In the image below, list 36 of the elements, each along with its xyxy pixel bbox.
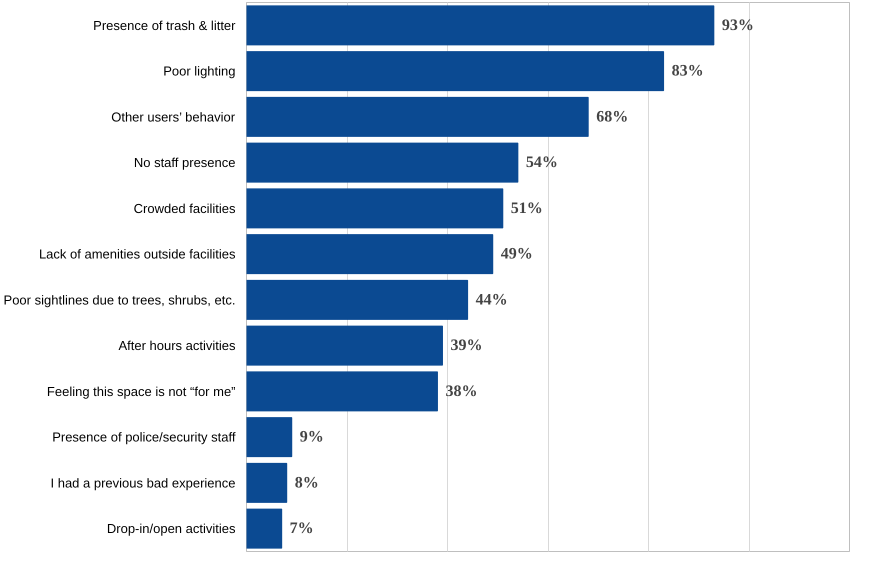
y-tick-label: Lack of amenities outside facilities	[38, 246, 236, 262]
y-tick-label: Poor sightlines due to trees, shrubs, etc.	[4, 292, 236, 308]
bar	[246, 51, 664, 92]
data-label: 83%	[672, 62, 704, 80]
bar	[246, 462, 288, 503]
bar	[246, 234, 494, 274]
y-tick-label: Drop-in/open activities	[106, 521, 236, 536]
data-label: 68%	[596, 108, 628, 126]
y-tick-label: Presence of trash & litter	[93, 18, 236, 33]
y-tick-label: No staff presence	[134, 155, 236, 170]
bar	[246, 417, 292, 458]
data-label: 49%	[500, 246, 533, 263]
data-label: 7%	[290, 520, 314, 538]
y-tick-label: Crowded facilities	[134, 200, 236, 216]
y-tick-label: Poor lighting	[163, 64, 236, 79]
y-tick-label: Presence of police/security staff	[52, 430, 236, 445]
y-tick-label: I had a previous bad experience	[50, 475, 236, 490]
bar	[246, 96, 589, 137]
data-label: 39%	[450, 337, 482, 354]
y-tick-label: After hours activities	[118, 338, 236, 354]
bar	[246, 508, 282, 549]
data-label: 54%	[526, 154, 558, 172]
data-label: 9%	[300, 428, 324, 446]
bar	[246, 371, 438, 412]
y-tick-label: Feeling this space is not “for me”	[46, 384, 236, 399]
bar	[246, 142, 518, 183]
data-label: 8%	[294, 474, 319, 492]
bar	[246, 188, 504, 228]
data-label: 38%	[445, 382, 478, 400]
data-label: 44%	[476, 291, 508, 308]
bar	[246, 326, 443, 366]
data-label: 51%	[510, 200, 543, 217]
bar	[246, 5, 714, 46]
bar	[246, 280, 468, 320]
data-label: 93%	[722, 16, 754, 34]
y-tick-label: Other users’ behavior	[111, 109, 236, 124]
